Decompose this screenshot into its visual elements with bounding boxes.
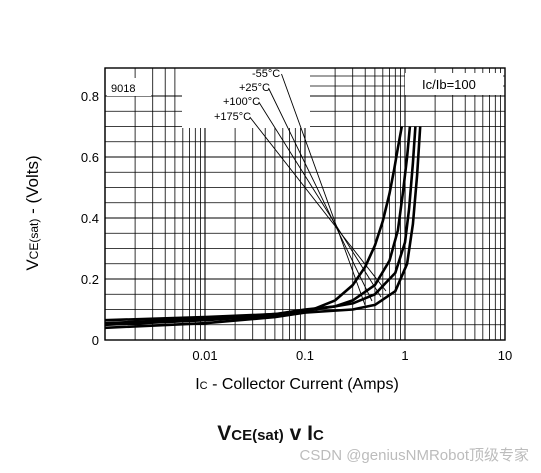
- tick-labels: 0.01 0.1 1 10 0 0.2 0.4 0.6 0.8: [81, 89, 512, 363]
- series-label-4: +175°C: [214, 111, 251, 123]
- series-curve-2: [104, 126, 412, 327]
- condition-label-box: [405, 73, 503, 95]
- figure-caption: VCE(sat) v IC: [217, 422, 324, 445]
- series-curve-1: [104, 126, 404, 330]
- series-label-1: -55°C: [252, 68, 280, 80]
- x-tick-label: 0.01: [192, 348, 217, 363]
- series-leader-4: [249, 116, 387, 292]
- series-leader-3: [258, 101, 382, 298]
- y-tick-label: 0.4: [81, 211, 99, 226]
- x-tick-label: 0.1: [296, 348, 314, 363]
- y-tick-label: 0.2: [81, 272, 99, 287]
- curves: -55°C +25°C +100°C +175°C: [104, 68, 422, 330]
- series-label-3: +100°C: [223, 96, 260, 108]
- series-id-label: 9018: [111, 83, 135, 95]
- series-curve-4: [104, 126, 422, 322]
- condition-label: Ic/Ib=100: [422, 77, 476, 92]
- watermark: CSDN @geniusNMRobot顶级专家: [299, 447, 529, 464]
- x-tick-label: 10: [498, 348, 512, 363]
- x-axis-title: IC - Collector Current (Amps): [195, 376, 399, 393]
- temp-label-box: [182, 73, 310, 128]
- series-leader-2: [268, 87, 373, 302]
- y-tick-label: 0.6: [81, 150, 99, 165]
- y-tick-label: 0: [92, 333, 99, 348]
- x-tick-label: 1: [401, 348, 408, 363]
- y-tick-label: 0.8: [81, 89, 99, 104]
- series-leader-1: [281, 73, 366, 306]
- grid: [104, 67, 506, 341]
- series-label-2: +25°C: [239, 82, 270, 94]
- plot-border: [104, 67, 506, 341]
- y-axis-title: VCE(sat) - (Volts): [23, 155, 42, 270]
- id-label-box: [107, 78, 151, 96]
